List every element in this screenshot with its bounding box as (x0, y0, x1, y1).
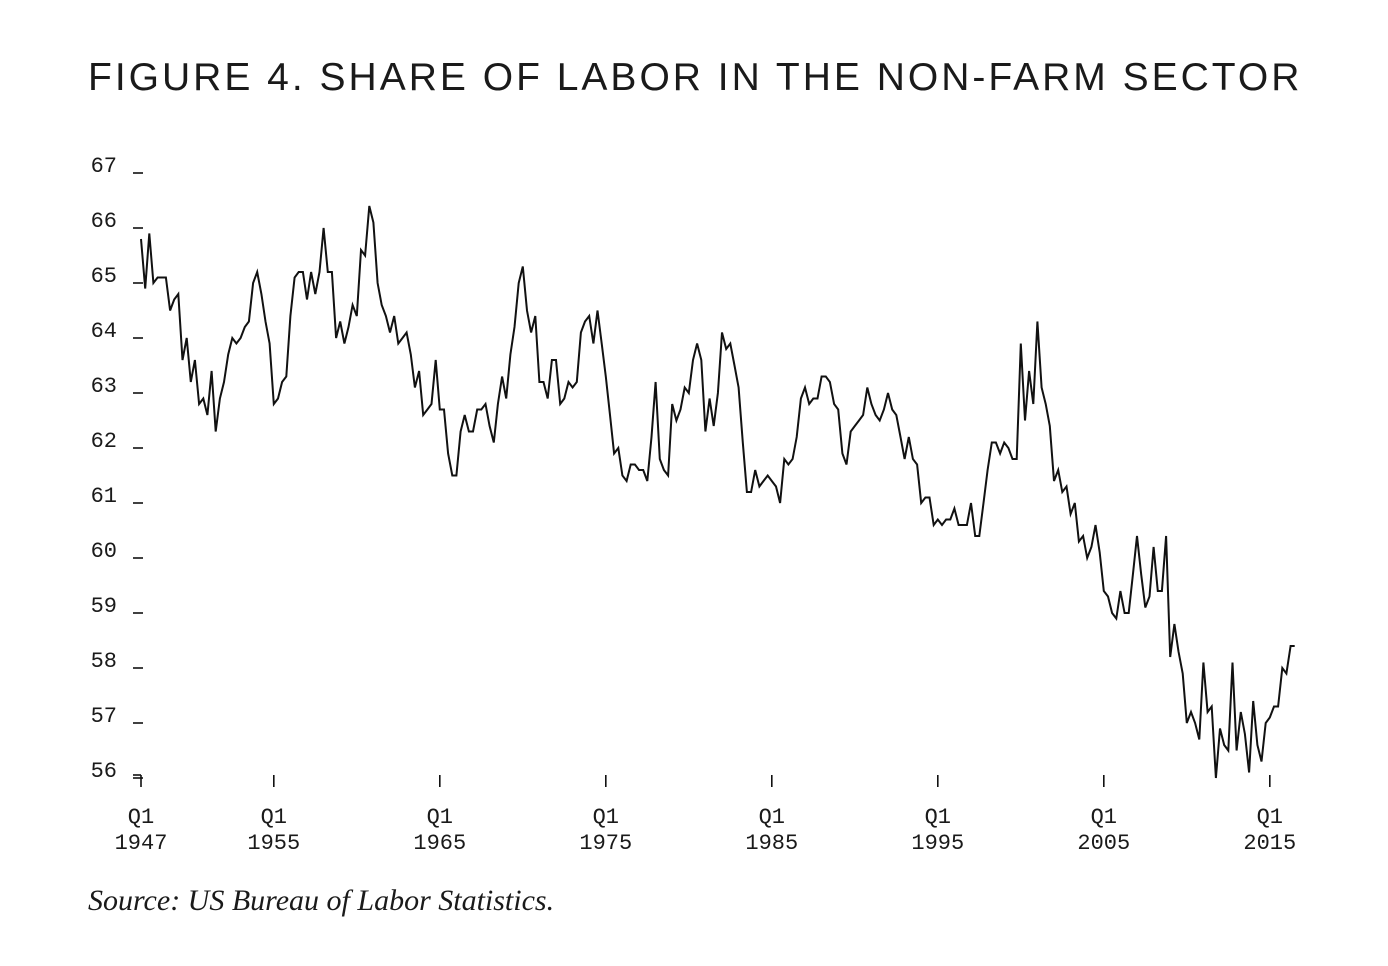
x-tick-label: 2015 (1243, 831, 1296, 856)
x-tick-label: Q1 (1257, 805, 1283, 830)
y-axis: 56 57 58 59 60 61 62 63 64 65 66 67 (91, 154, 143, 784)
y-tick-label: 59 (91, 594, 117, 619)
x-tick-label: 1947 (115, 831, 168, 856)
x-tick-label: 1995 (911, 831, 964, 856)
x-axis: Q11947Q11955Q11965Q11975Q11985Q11995Q120… (115, 774, 1296, 856)
x-tick-label: 1985 (745, 831, 798, 856)
x-tick-label: Q1 (427, 805, 453, 830)
series-line (140, 205, 1295, 779)
x-tick-label: Q1 (925, 805, 951, 830)
y-tick-label: 60 (91, 539, 117, 564)
x-tick-label: 1965 (413, 831, 466, 856)
x-tick-label: Q1 (261, 805, 287, 830)
plot-area (140, 205, 1295, 779)
chart-title: FIGURE 4. SHARE OF LABOR IN THE NON-FARM… (88, 56, 1303, 99)
y-tick-label: 58 (91, 649, 117, 674)
x-tick-label: Q1 (759, 805, 785, 830)
x-tick-label: 2005 (1077, 831, 1130, 856)
y-tick-label: 56 (91, 759, 117, 784)
source-note: Source: US Bureau of Labor Statistics. (88, 884, 555, 917)
y-tick-label: 61 (91, 484, 117, 509)
y-tick-label: 64 (91, 319, 117, 344)
x-tick-label: Q1 (128, 805, 154, 830)
x-tick-label: Q1 (1091, 805, 1117, 830)
y-tick-label: 62 (91, 429, 117, 454)
x-tick-label: Q1 (593, 805, 619, 830)
y-tick-label: 66 (91, 209, 117, 234)
x-tick-label: 1975 (579, 831, 632, 856)
y-tick-label: 63 (91, 374, 117, 399)
y-tick-label: 67 (91, 154, 117, 179)
x-tick-label: 1955 (247, 831, 300, 856)
y-tick-label: 65 (91, 264, 117, 289)
y-tick-label: 57 (91, 704, 117, 729)
